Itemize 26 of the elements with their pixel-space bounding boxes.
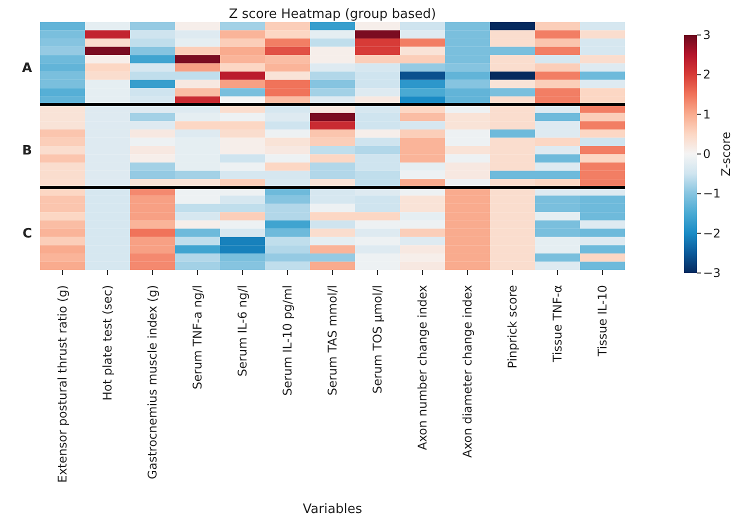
color-bar-label: 0 [703,147,711,161]
x-tick-label: Extensor postural thrust ratio (g) [56,285,70,483]
color-bar-label: −3 [703,266,721,280]
x-tick-label: Tissue TNF-α [550,284,564,364]
x-tick-label: Serum TNF-a ng/l [190,285,204,390]
x-tick-label: Axon number change index [416,285,430,450]
y-tick-label: A [22,61,32,76]
x-tick-label: Tissue IL-10 [596,285,610,358]
x-tick-label: Serum TOS µmol/l [370,285,384,394]
color-bar-label: 2 [703,68,711,82]
color-bar-label: 3 [703,28,711,42]
x-tick-label: Axon diameter change index [460,285,474,458]
y-tick-label: B [22,144,32,159]
x-tick-label: Gastrocnemius muscle index (g) [146,285,160,480]
x-tick-label: Pinprick score [506,285,520,368]
color-bar-label: 1 [703,107,711,122]
color-bar-label: −1 [703,186,721,201]
y-tick-label: C [22,226,32,242]
x-tick-label: Serum IL-10 pg/ml [280,285,294,396]
color-bar-title: Z-score [719,132,732,176]
x-tick-label: Serum IL-6 ng/l [236,285,250,376]
chart-title: Z score Heatmap (group based) [228,7,438,22]
color-bar-label: −2 [703,226,721,240]
x-tick-label: Hot plate test (sec) [100,285,114,401]
x-tick-label: Serum TAS mmol/l [326,285,340,396]
x-axis-title: Variables [302,502,362,517]
